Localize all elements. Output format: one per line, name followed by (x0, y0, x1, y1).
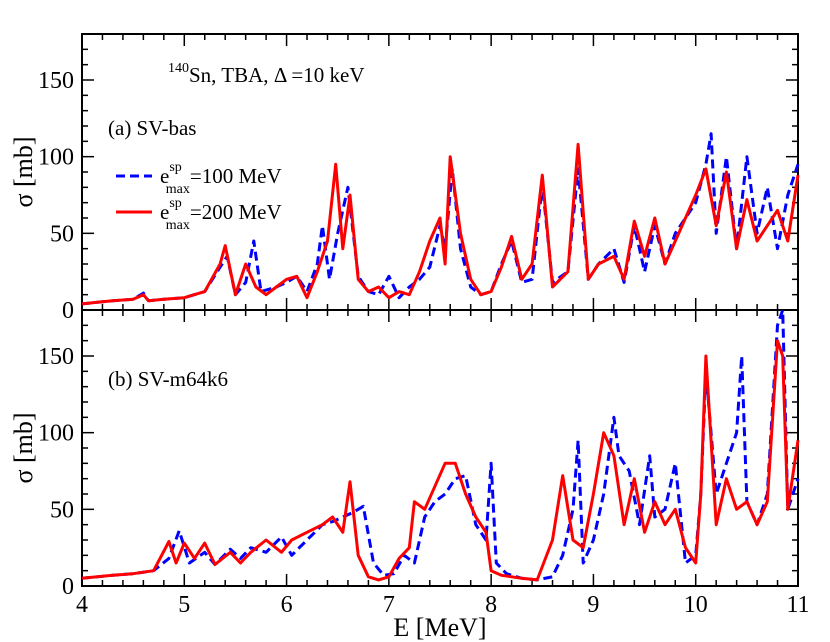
y-tick-label-a: 100 (38, 145, 74, 171)
title-mass-number: 140 (168, 61, 189, 76)
y-tick-label-a: 50 (50, 221, 74, 247)
series-line-b-200MeV (81, 339, 800, 582)
panel-b-ylabel: σ [mb] (9, 412, 38, 483)
panel-a-label: (a) SV-bas (108, 116, 196, 140)
legend-200-rest: =200 MeV (190, 200, 282, 224)
x-tick-label: 7 (383, 592, 395, 618)
y-tick-label-b: 0 (62, 574, 74, 600)
legend-200-sup: sp (169, 196, 181, 211)
y-tick-label-a: 150 (38, 68, 74, 94)
series-line-a-200MeV (81, 142, 800, 306)
legend: esp max=100 MeV esp max=200 MeV (116, 160, 282, 233)
title-delta: Δ (274, 63, 287, 87)
title-delta-value: =10 keV (286, 63, 364, 87)
legend-100-sub: max (166, 182, 190, 197)
title-text: Sn, TBA, (189, 63, 274, 87)
y-tick-label-b: 150 (38, 344, 74, 370)
y-tick-label-b: 100 (38, 421, 74, 447)
panel-b-series (81, 308, 800, 582)
panel-b: 0 50 100 150 4 5 6 7 8 9 10 11 σ [mb] (b) SV-m64k6… (9, 308, 810, 642)
x-axis-label: E [MeV] (393, 613, 486, 642)
x-tick-label: 6 (281, 592, 293, 618)
panel-a-ylabel: σ [mb] (9, 136, 38, 207)
x-tick-label: 5 (178, 592, 190, 618)
legend-100-rest: =100 MeV (190, 164, 282, 188)
legend-100-base: e (160, 164, 169, 188)
series-line-a-100MeV (81, 132, 800, 306)
legend-200-sub: max (166, 218, 190, 233)
panel-b-label: (b) SV-m64k6 (108, 367, 228, 391)
series-line-b-100MeV (81, 308, 800, 582)
panel-a-ytick-labels: 0 50 100 150 (38, 68, 74, 324)
panel-b-ticks (81, 309, 799, 587)
panel-a-series (81, 132, 800, 306)
x-tick-label: 8 (485, 592, 497, 618)
y-tick-label-b: 50 (50, 497, 74, 523)
panel-a-title: 140Sn, TBA, Δ =10 keV (168, 61, 365, 87)
y-tick-label-a: 0 (62, 298, 74, 324)
panel-b-ytick-labels: 0 50 100 150 (38, 344, 74, 600)
legend-100-sup: sp (169, 160, 181, 175)
legend-label-200: esp max=200 MeV (160, 196, 282, 233)
x-tick-label: 4 (76, 592, 88, 618)
x-tick-label: 11 (786, 592, 809, 618)
panel-b-xtick-labels: 4 5 6 7 8 9 10 11 (76, 592, 810, 618)
x-tick-label: 9 (587, 592, 599, 618)
panel-a: 0 50 100 150 σ [mb] 140Sn, TBA, Δ =10 keV (… (9, 33, 800, 324)
panel-b-frame (81, 309, 799, 587)
legend-200-base: e (160, 200, 169, 224)
x-tick-label: 10 (684, 592, 708, 618)
legend-label-100: esp max=100 MeV (160, 160, 282, 197)
